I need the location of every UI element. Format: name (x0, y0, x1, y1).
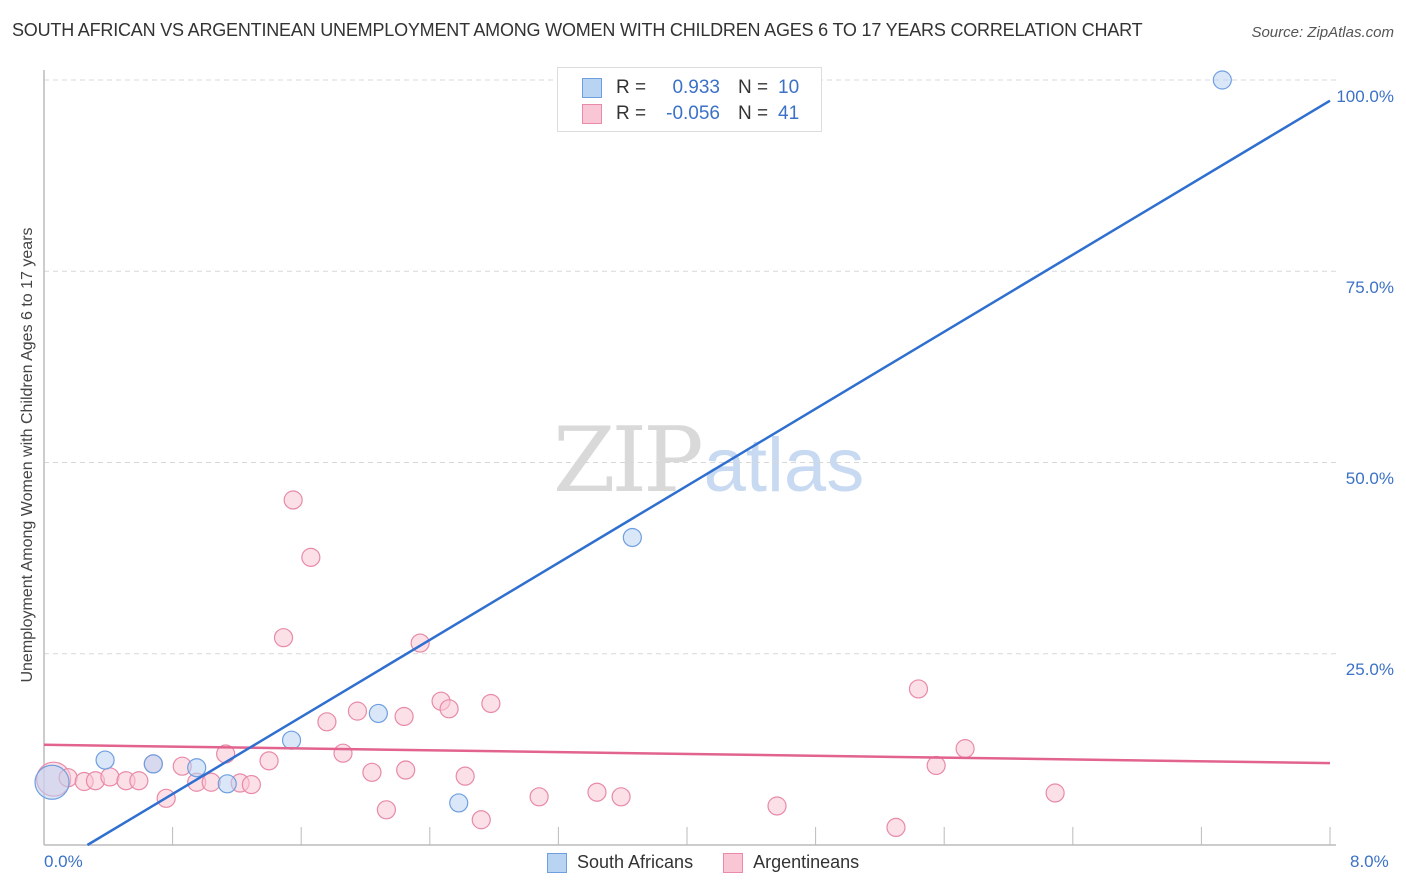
data-point (100, 767, 120, 787)
y-tick-75: 75.0% (1345, 278, 1394, 297)
source-label: Source: ZipAtlas.com (1251, 24, 1394, 41)
pink-swatch-icon (582, 104, 602, 124)
data-point (1212, 70, 1232, 90)
data-point (394, 706, 414, 727)
y-tick-50: 50.0% (1345, 469, 1394, 488)
y-axis-title: Unemployment Among Women with Children A… (19, 227, 36, 683)
y-tick-100: 100.0% (1336, 87, 1394, 106)
data-point (767, 796, 787, 816)
x-tick-max: 8.0% (1350, 852, 1389, 871)
x-tick-min: 0.0% (44, 852, 83, 871)
data-point (481, 693, 501, 714)
data-point (241, 774, 261, 795)
watermark-zip: ZIP (553, 408, 704, 513)
data-point (281, 730, 302, 750)
blue-swatch-icon (582, 78, 602, 98)
data-point (273, 628, 294, 648)
blue-swatch-icon (547, 852, 567, 873)
legend-row-argentineans: R = -0.056 N = 41 (582, 102, 799, 126)
data-point (362, 762, 382, 782)
y-tick-25: 25.0% (1345, 660, 1394, 679)
data-point (926, 755, 946, 776)
data-point (376, 800, 396, 820)
data-point (471, 810, 491, 830)
chart-title: SOUTH AFRICAN VS ARGENTINEAN UNEMPLOYMEN… (12, 20, 1143, 40)
argentineans-trendline (43, 743, 1331, 765)
watermark-atlas: atlas (703, 423, 865, 508)
data-point (283, 490, 303, 510)
r-value: 0.933 (672, 77, 720, 98)
r-value: -0.056 (666, 103, 720, 124)
legend-item-south-africans[interactable]: South Africans (547, 852, 693, 873)
pink-swatch-icon (723, 852, 744, 873)
r-label: R = (616, 77, 647, 98)
data-point (455, 766, 475, 786)
data-point (187, 758, 207, 778)
r-label: R = (616, 103, 647, 124)
data-point (529, 787, 549, 807)
legend-item-argentineans[interactable]: Argentineans (723, 852, 859, 873)
legend-row-south-africans: R = 0.933 N = 10 (582, 76, 799, 100)
data-point (587, 782, 607, 802)
data-point (368, 703, 388, 724)
data-point (259, 751, 279, 771)
south-africans-trendline (86, 99, 1331, 847)
data-point (217, 774, 237, 794)
data-point (886, 817, 906, 838)
data-point (611, 787, 631, 807)
data-point (95, 750, 115, 770)
data-point (449, 793, 469, 813)
correlation-legend: R = 0.933 N = 10 R = -0.056 N = 41 (557, 67, 822, 132)
n-value: 41 (778, 103, 800, 124)
data-point (129, 771, 149, 791)
data-point (301, 547, 321, 567)
legend-label: South Africans (577, 852, 694, 872)
n-value: 10 (778, 77, 800, 98)
n-label: N = (738, 77, 769, 98)
data-point (1045, 783, 1065, 803)
south-africans-points (34, 70, 1232, 813)
zipatlas-watermark: ZIPatlas (553, 408, 864, 513)
data-point (622, 527, 642, 548)
n-label: N = (738, 103, 769, 124)
data-point (955, 739, 975, 759)
legend-label: Argentineans (753, 852, 860, 872)
data-point (317, 712, 337, 732)
argentineans-points (36, 490, 1065, 838)
trendlines (43, 99, 1331, 847)
axes (43, 70, 1336, 846)
data-point (439, 699, 459, 719)
series-legend: South Africans Argentineans (547, 852, 889, 873)
data-point (143, 754, 163, 774)
data-point (34, 764, 70, 800)
data-point (333, 743, 353, 763)
data-point (396, 760, 416, 780)
data-point (347, 701, 368, 721)
data-point (908, 679, 929, 699)
gridlines (44, 79, 1336, 655)
